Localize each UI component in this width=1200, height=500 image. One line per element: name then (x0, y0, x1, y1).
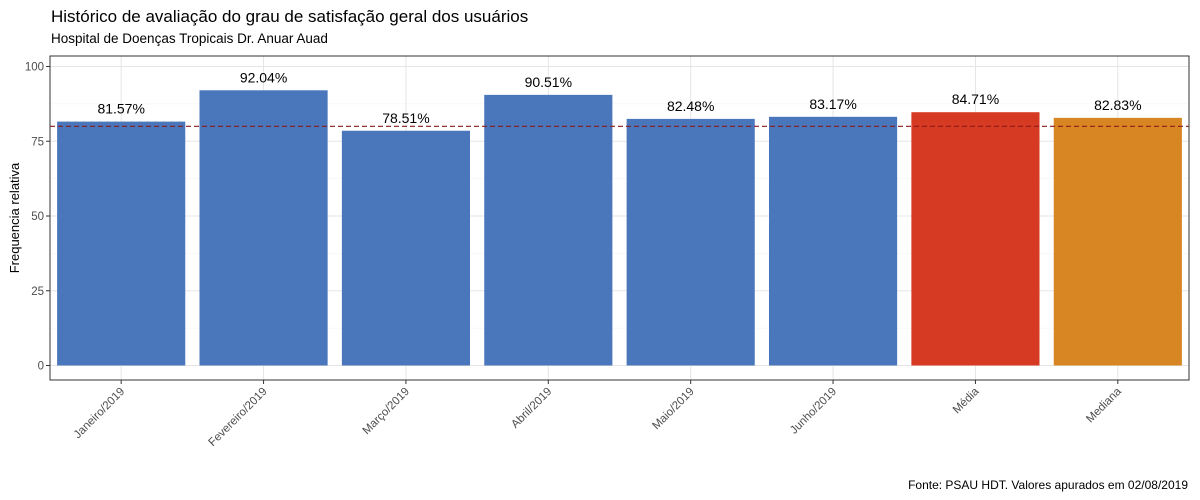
y-axis-title: Frequencia relativa (7, 162, 22, 273)
x-tick-label: Mediana (1084, 385, 1124, 425)
data-label: 90.51% (525, 74, 572, 90)
data-label: 78.51% (382, 110, 429, 126)
x-tick-label: Abril/2019 (509, 386, 554, 431)
y-tick-label: 50 (31, 211, 44, 223)
x-tick-label: Março/2019 (361, 386, 412, 437)
y-tick-label: 25 (31, 286, 44, 298)
bar (341, 130, 471, 366)
y-tick-label: 0 (38, 361, 44, 373)
chart-title: Histórico de avaliação do grau de satisf… (51, 7, 529, 26)
data-label: 92.04% (240, 69, 287, 85)
bar (626, 118, 755, 366)
bar (57, 121, 186, 366)
x-tick-label: Janeiro/2019 (72, 386, 128, 442)
bar (1053, 117, 1182, 366)
x-tick-label: Maio/2019 (650, 386, 696, 432)
x-tick-label: Junho/2019 (788, 386, 839, 437)
bar (768, 116, 898, 366)
data-label: 82.83% (1094, 97, 1141, 113)
y-tick-label: 100 (25, 62, 44, 74)
data-label: 84.71% (952, 91, 999, 107)
bar (199, 90, 328, 366)
data-label: 82.48% (667, 98, 714, 114)
bars (57, 90, 1182, 366)
bar (484, 94, 613, 366)
data-labels: 81.57% 92.04% 78.51% 90.51% 82.48% 83.17% 84.7… (97, 69, 1141, 125)
x-tick-label: Média (951, 385, 982, 416)
y-tick-label: 75 (31, 136, 44, 148)
data-label: 83.17% (809, 96, 856, 112)
chart-caption: Fonte: PSAU HDT. Valores apurados em 02/… (908, 478, 1188, 492)
bar (911, 112, 1040, 366)
plot-panel-border (49, 55, 1190, 381)
x-tick-label: Fevereiro/2019 (206, 386, 269, 449)
chart-subtitle: Hospital de Doenças Tropicais Dr. Anuar … (51, 31, 328, 46)
data-label: 81.57% (97, 101, 144, 117)
